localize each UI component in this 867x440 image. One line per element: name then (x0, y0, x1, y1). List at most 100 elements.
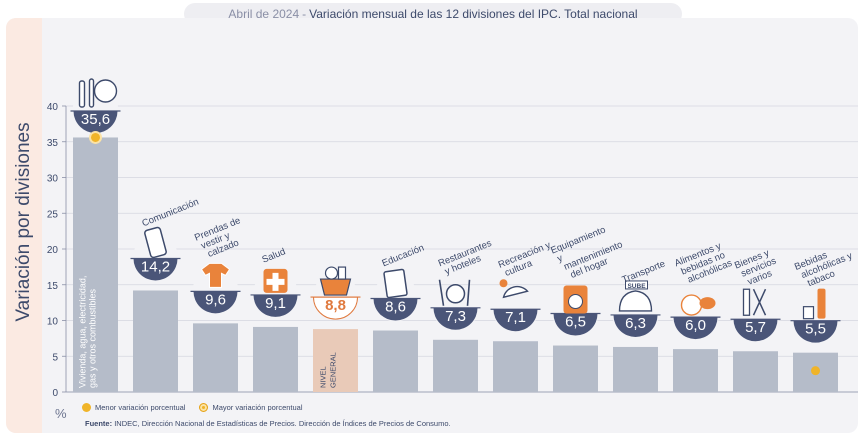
drum-shape (568, 294, 583, 310)
knife-shape (466, 279, 471, 306)
sign-shape (625, 280, 648, 290)
y-unit-label: % (55, 406, 67, 421)
badge-shape (493, 309, 538, 332)
category-label-line: y (556, 253, 565, 265)
food-icon (680, 294, 716, 316)
category-label: Recreación ycultura (497, 240, 557, 280)
beach-umbrella-icon (499, 279, 529, 299)
category-label: Educación (381, 242, 426, 269)
cutlery-icon (438, 279, 471, 306)
bar (193, 323, 238, 392)
bar-group: 6,0 Alimentos ybebidas noalcohólicas (670, 239, 734, 392)
bulb-shape (93, 79, 118, 103)
bar (613, 346, 658, 392)
bottle-shape (817, 288, 826, 319)
y-tick-label: 5 (52, 352, 58, 363)
comb-scissors-icon (742, 288, 767, 316)
bar (133, 290, 178, 392)
badge-shape (133, 258, 178, 281)
category-label: Bienes yserviciosvarios (733, 246, 782, 290)
source-prefix: Fuente: (85, 419, 113, 428)
shopping-basket-icon (319, 266, 352, 296)
tshirt-icon (200, 262, 231, 288)
data-label: 5,5 (805, 321, 826, 338)
phone-shape (144, 226, 167, 259)
bar-group: 5,7 Bienes yserviciosvarios (730, 246, 782, 392)
category-label-line: gas y otros combustibles (88, 288, 98, 388)
category-label-line: Educación (381, 242, 426, 269)
category-label: Alimentos ybebidas noalcohólicas (673, 239, 734, 288)
bar (493, 341, 538, 392)
bar-group: 9,6 Prendas devestir ycalzado (190, 215, 242, 392)
data-label: 8,8 (325, 297, 346, 314)
bar-group: 8,8 NIVELGENERAL (310, 266, 361, 392)
min-marker (811, 366, 820, 376)
bar-group: 35,6 Vivienda, agua, electricidad,gas y o… (70, 78, 121, 392)
bar-group: 7,1 Recreación ycultura (490, 240, 557, 392)
legend-min-label: Menor variación porcentual (95, 403, 186, 412)
tool-shape (78, 80, 86, 108)
data-label: 9,1 (265, 295, 286, 312)
badge-shape (73, 111, 118, 133)
data-label: 7,3 (445, 308, 466, 325)
y-tick-label: 20 (47, 245, 59, 256)
y-tick-label: 0 (52, 388, 58, 399)
bar (373, 330, 418, 392)
bar (253, 326, 298, 392)
cross-shape (266, 272, 285, 291)
category-label-inside: Vivienda, agua, electricidad,gas y otros… (78, 276, 98, 388)
max-marker-icon (199, 403, 209, 412)
badge-shape (312, 296, 359, 320)
legend-max-label: Mayor variación porcentual (212, 403, 303, 412)
medical-cross-icon (263, 268, 288, 293)
source-note: Fuente: INDEC, Dirección Nacional de Est… (85, 419, 451, 428)
item-shape (337, 266, 347, 280)
legend-item-max: Mayor variación porcentual (199, 403, 303, 412)
bus-sign-label: SUBE (627, 283, 646, 290)
y-tick-label: 35 (47, 138, 59, 149)
title-separator: - (302, 7, 307, 21)
data-label: 8,6 (385, 299, 406, 316)
badge-shape (253, 294, 298, 317)
data-label: 5,7 (745, 319, 766, 336)
data-label: 35,6 (81, 111, 110, 128)
badge-shape (193, 291, 238, 314)
glass-shape (802, 306, 815, 320)
bar-group: 7,3 Restaurantesy hoteles (430, 238, 497, 392)
min-marker-icon (82, 403, 91, 412)
legend: Menor variación porcentual Mayor variaci… (82, 403, 317, 412)
bus-icon (618, 280, 653, 312)
sun-shape (499, 279, 508, 288)
bar (313, 329, 358, 392)
bus-shape (618, 290, 653, 312)
badge-shape (553, 313, 598, 336)
plate-shape (445, 284, 466, 304)
max-marker (89, 130, 102, 144)
washing-machine-icon (563, 285, 588, 314)
y-tick-label: 10 (47, 317, 59, 328)
pot-shape (680, 294, 703, 316)
umbrella-shape (502, 285, 529, 299)
book-shape (383, 268, 408, 299)
bar (433, 339, 478, 392)
scissor-blade (752, 288, 767, 316)
bar (553, 345, 598, 392)
data-label: 6,3 (625, 315, 646, 332)
y-tick-label: 15 (47, 281, 59, 292)
bar (733, 351, 778, 392)
category-label: Restaurantesy hoteles (437, 238, 497, 279)
comb-shape (742, 288, 751, 316)
badge-shape (793, 320, 838, 343)
data-label: 14,2 (141, 258, 170, 275)
y-tick-label: 40 (47, 102, 59, 113)
bottle-icon (802, 288, 826, 320)
shirt-shape (200, 262, 231, 288)
tools-bulb-icon (78, 78, 118, 108)
category-label-line: GENERAL (329, 352, 338, 388)
category-label: Equipamientoymantenimientodel hogar (549, 221, 628, 285)
bar-group: 8,6 Educación (370, 242, 426, 392)
source-text: INDEC, Dirección Nacional de Estadística… (114, 419, 451, 428)
